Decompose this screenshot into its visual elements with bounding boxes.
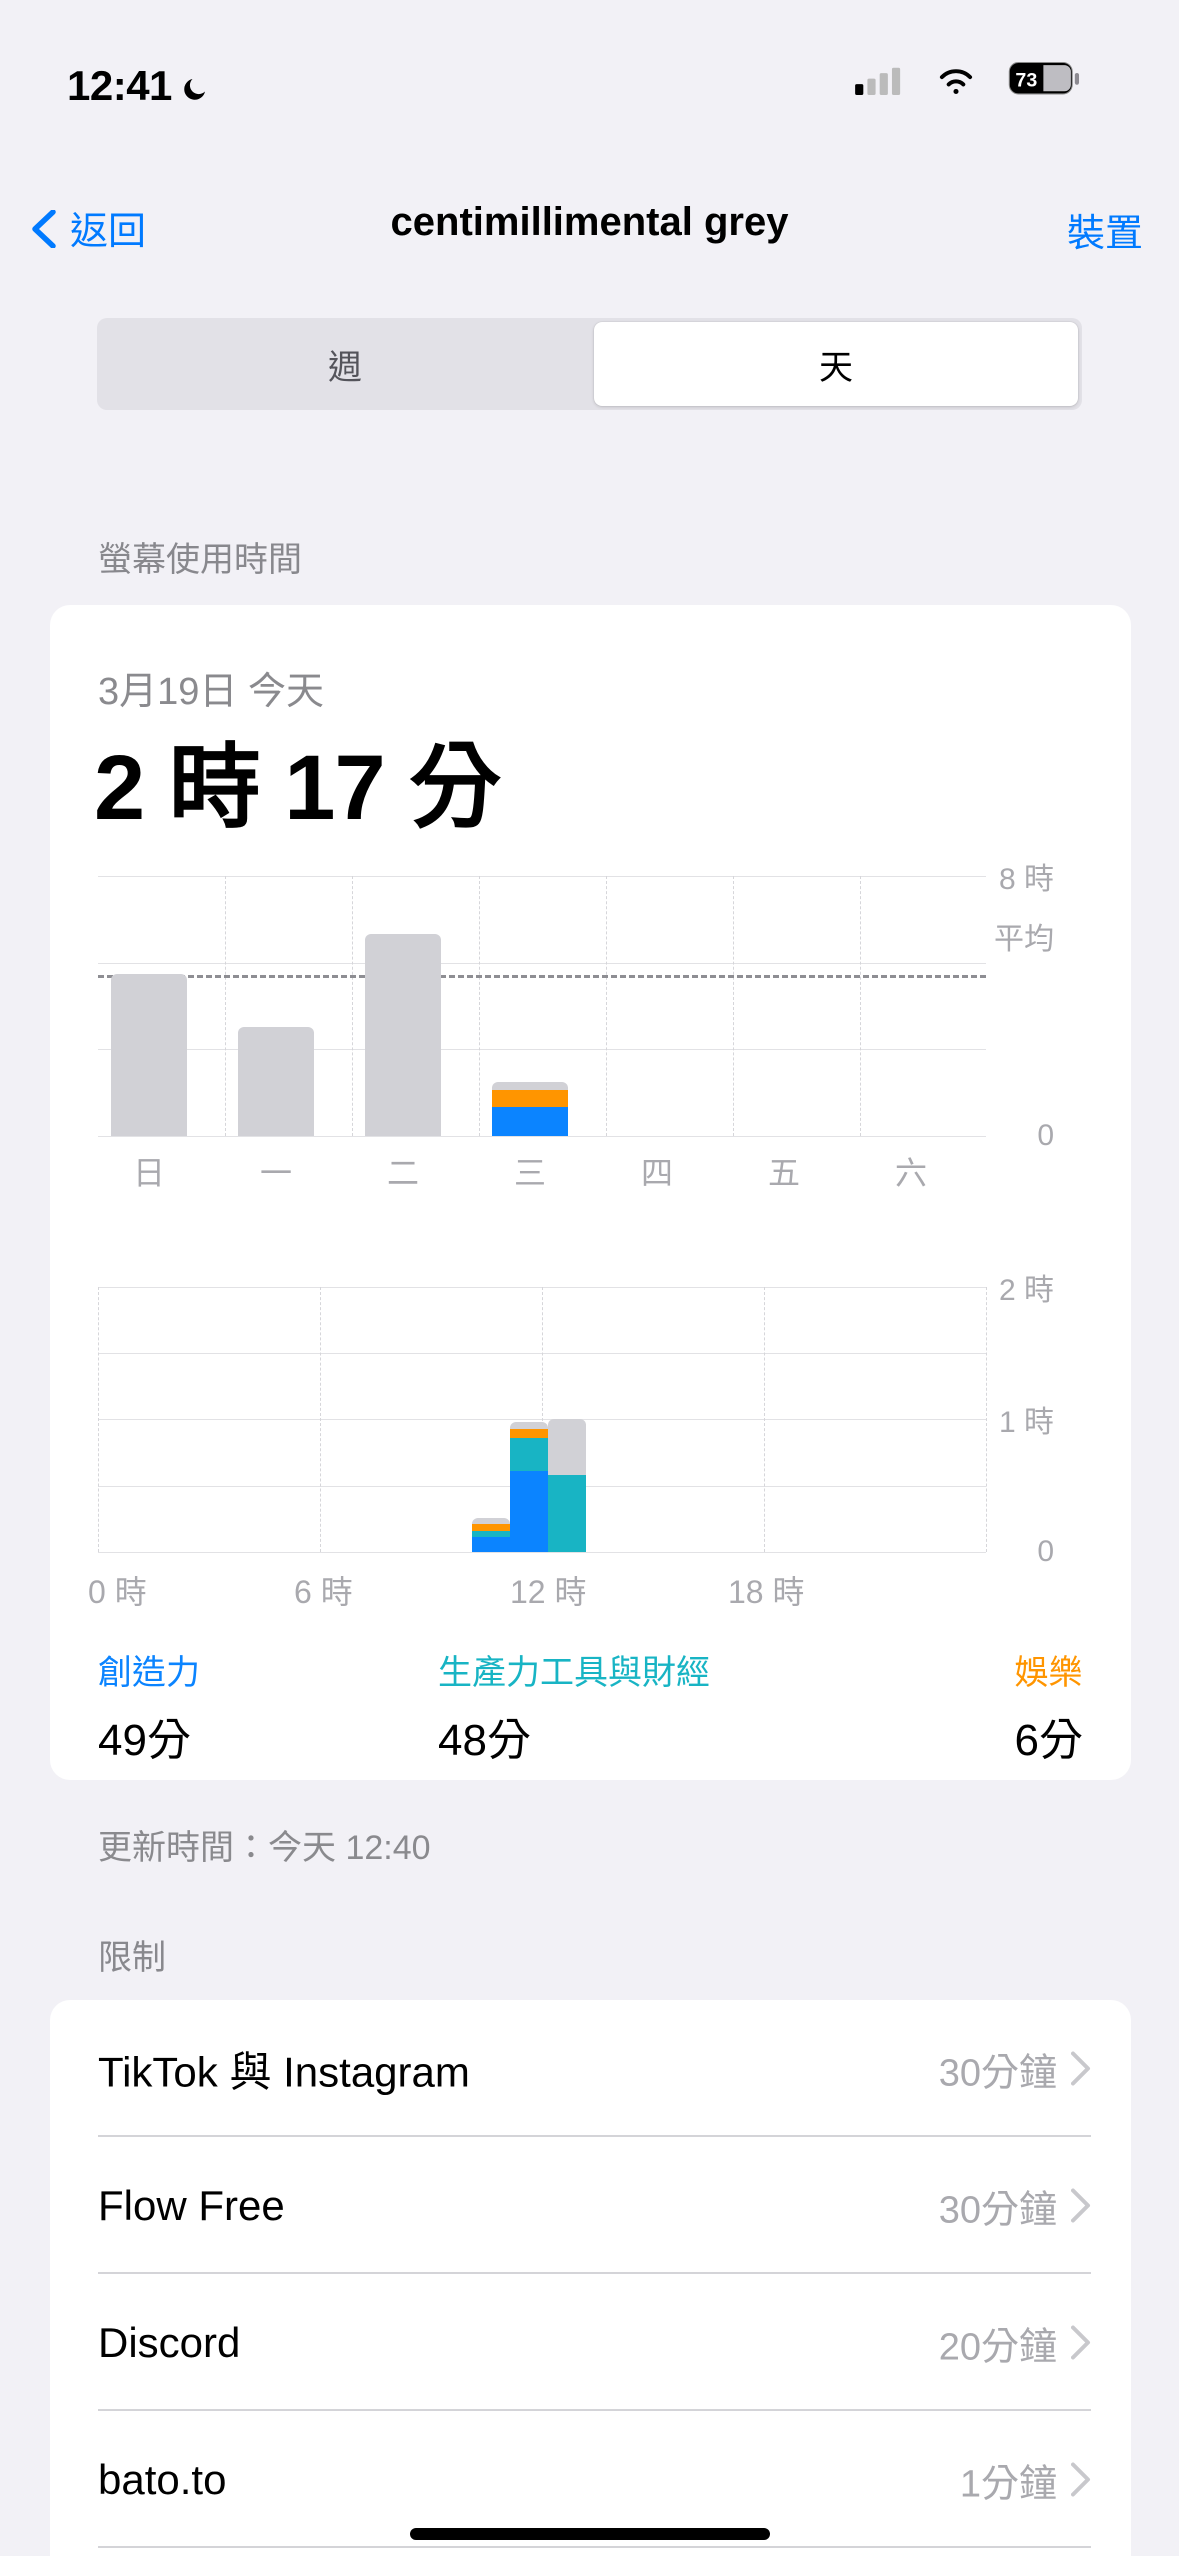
svg-text:73: 73 bbox=[1015, 70, 1037, 92]
